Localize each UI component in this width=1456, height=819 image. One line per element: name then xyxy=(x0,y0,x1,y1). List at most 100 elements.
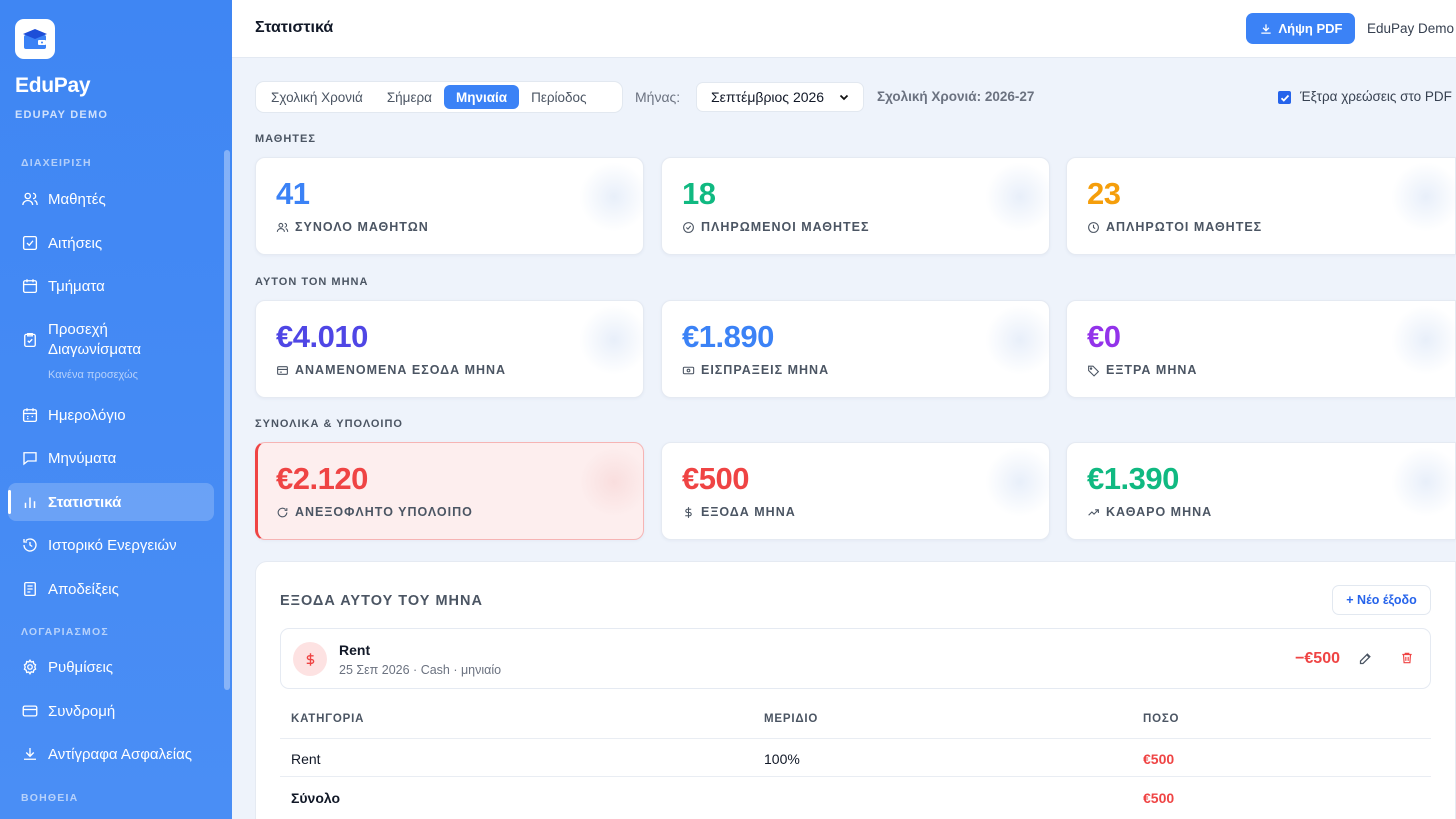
stat-card-unpaid-students: 23 ΑΠΛΗΡΩΤΟΙ ΜΑΘΗΤΕΣ xyxy=(1066,157,1456,255)
credit-card-icon xyxy=(22,705,38,717)
section-title-students: ΜΑΘΗΤΕΣ xyxy=(255,133,316,145)
table-total-label: Σύνολο xyxy=(291,790,341,806)
table-total-amount: €500 xyxy=(1143,790,1175,806)
expense-meta: 25 Σεπ 2026 · Cash · μηνιαίο xyxy=(339,663,502,677)
download-pdf-label: Λήψη PDF xyxy=(1278,21,1343,36)
sidebar-item-upcoming-exams[interactable]: Προσεχή Διαγωνίσματα xyxy=(8,320,214,364)
section-title-month: ΑΥΤΟΝ ΤΟΝ ΜΗΝΑ xyxy=(255,276,369,288)
sidebar-item-history[interactable]: Ιστορικό Ενεργειών xyxy=(8,526,214,564)
app-name: EduPay xyxy=(15,74,91,97)
stat-card-outstanding-balance: €2.120 ΑΝΕΞΟΦΛΗΤΟ ΥΠΟΛΟΙΠΟ xyxy=(255,442,644,540)
chevron-down-icon xyxy=(839,94,849,101)
tag-icon xyxy=(1088,365,1100,377)
upcoming-exams-note: Κανένα προσεχώς xyxy=(48,369,138,381)
tab-today[interactable]: Σήμερα xyxy=(386,89,432,105)
sidebar-item-backups[interactable]: Αντίγραφα Ασφαλείας xyxy=(8,735,214,773)
sidebar-item-label: Συνδρομή xyxy=(48,702,116,720)
period-tabs: Σχολική Χρονιά Σήμερα Μηνιαία Περίοδος xyxy=(255,81,623,113)
stat-label: ΕΙΣΠΡΑΞΕΙΣ ΜΗΝΑ xyxy=(701,363,830,377)
edit-expense-button[interactable] xyxy=(1358,651,1373,666)
stat-label: ΚΑΘΑΡΟ ΜΗΝΑ xyxy=(1106,505,1213,519)
sidebar-item-label: Αντίγραφα Ασφαλείας xyxy=(48,745,193,763)
month-select-value: Σεπτέμβριος 2026 xyxy=(711,89,825,105)
extra-charges-label[interactable]: Έξτρα χρεώσεις στο PDF xyxy=(1300,89,1452,104)
sidebar: EduPay EDUPAY DEMO ΔΙΑΧΕΙΡΙΣΗ Μαθητές Αι… xyxy=(0,0,232,819)
stat-label: ΑΝΕΞΟΦΛΗΤΟ ΥΠΟΛΟΙΠΟ xyxy=(295,505,473,519)
user-name[interactable]: EduPay Demo xyxy=(1367,21,1455,36)
refresh-icon xyxy=(277,507,288,517)
clipboard-icon xyxy=(24,332,36,348)
stat-label: ΕΞΤΡΑ ΜΗΝΑ xyxy=(1106,363,1198,377)
stat-value: €1.890 xyxy=(682,319,774,354)
check-circle-icon xyxy=(683,221,694,233)
sidebar-item-label: Μαθητές xyxy=(48,190,106,208)
check-icon xyxy=(1280,94,1289,102)
stat-label: ΑΝΑΜΕΝΟΜΕΝΑ ΕΣΟΔΑ ΜΗΝΑ xyxy=(295,363,507,377)
trash-icon xyxy=(1402,652,1412,664)
expense-name: Rent xyxy=(339,642,371,658)
sidebar-item-label: Αιτήσεις xyxy=(48,234,103,252)
expenses-title: ΕΞΟΔΑ ΑΥΤΟΥ ΤΟΥ ΜΗΝΑ xyxy=(280,593,483,609)
sidebar-item-subscription[interactable]: Συνδρομή xyxy=(8,692,214,730)
checklist-icon xyxy=(22,235,38,251)
stat-value: 41 xyxy=(276,176,310,211)
column-header-category: ΚΑΤΗΓΟΡΙΑ xyxy=(291,713,365,725)
account-name: EDUPAY DEMO xyxy=(15,109,109,121)
download-pdf-button[interactable]: Λήψη PDF xyxy=(1246,13,1355,44)
tab-monthly[interactable]: Μηνιαία xyxy=(443,85,520,109)
month-select[interactable]: Σεπτέμβριος 2026 xyxy=(696,82,864,112)
download-icon xyxy=(1260,23,1271,34)
sidebar-item-receipts[interactable]: Αποδείξεις xyxy=(8,570,214,608)
sidebar-item-calendar[interactable]: Ημερολόγιο xyxy=(8,396,214,434)
sidebar-item-statistics[interactable]: Στατιστικά xyxy=(8,483,214,521)
download-icon xyxy=(24,748,36,760)
message-icon xyxy=(23,452,37,466)
sidebar-item-label: Ημερολόγιο xyxy=(48,406,126,424)
extra-charges-checkbox[interactable] xyxy=(1278,91,1291,104)
stat-card-month-expenses: €500 ΕΞΟΔΑ ΜΗΝΑ xyxy=(661,442,1050,540)
stat-label: ΕΞΟΔΑ ΜΗΝΑ xyxy=(701,505,796,519)
sidebar-item-students[interactable]: Μαθητές xyxy=(8,180,214,218)
calendar-icon xyxy=(22,279,38,294)
app-logo[interactable] xyxy=(15,19,55,59)
page-title: Στατιστικά xyxy=(255,19,334,36)
sidebar-item-label: Μηνύματα xyxy=(48,449,117,467)
expenses-panel: ΕΞΟΔΑ ΑΥΤΟΥ ΤΟΥ ΜΗΝΑ + Νέο έξοδο Rent 25… xyxy=(255,561,1456,819)
stat-value: €2.120 xyxy=(276,461,368,496)
sidebar-item-applications[interactable]: Αιτήσεις xyxy=(8,224,214,262)
sidebar-item-classes[interactable]: Τμήματα xyxy=(8,267,214,305)
expense-item[interactable]: Rent 25 Σεπ 2026 · Cash · μηνιαίο −€500 xyxy=(280,628,1431,689)
stat-label: ΣΥΝΟΛΟ ΜΑΘΗΤΩΝ xyxy=(295,220,429,234)
sidebar-scrollbar[interactable] xyxy=(224,150,230,690)
table-cell-category: Rent xyxy=(291,751,321,767)
stat-value: 18 xyxy=(682,176,716,211)
stat-card-net-month: €1.390 ΚΑΘΑΡΟ ΜΗΝΑ xyxy=(1066,442,1456,540)
sidebar-item-label: Προσεχή Διαγωνίσματα xyxy=(48,321,142,358)
sidebar-item-label: Τμήματα xyxy=(48,277,105,295)
wallet-icon xyxy=(277,365,288,375)
stat-value: 23 xyxy=(1087,176,1121,211)
sidebar-item-settings[interactable]: Ρυθμίσεις xyxy=(8,648,214,686)
topbar: Στατιστικά Λήψη PDF EduPay Demo xyxy=(232,0,1456,58)
table-cell-amount: €500 xyxy=(1143,751,1175,767)
stat-value: €4.010 xyxy=(276,319,368,354)
bar-chart-icon xyxy=(24,497,36,508)
new-expense-button[interactable]: + Νέο έξοδο xyxy=(1332,585,1431,615)
delete-expense-button[interactable] xyxy=(1400,651,1414,665)
sidebar-item-label: Αποδείξεις xyxy=(48,580,119,598)
users-icon xyxy=(22,192,38,206)
school-year-info: Σχολική Χρονιά: 2026-27 xyxy=(877,89,1035,104)
calendar-grid-icon xyxy=(22,408,38,423)
expense-amount: −€500 xyxy=(1295,650,1340,667)
stat-card-total-students: 41 ΣΥΝΟΛΟ ΜΑΘΗΤΩΝ xyxy=(255,157,644,255)
stat-label: ΑΠΛΗΡΩΤΟΙ ΜΑΘΗΤΕΣ xyxy=(1106,220,1263,234)
stat-value: €500 xyxy=(682,461,749,496)
stat-card-month-collections: €1.890 ΕΙΣΠΡΑΞΕΙΣ ΜΗΝΑ xyxy=(661,300,1050,398)
tab-school-year[interactable]: Σχολική Χρονιά xyxy=(271,89,363,105)
sidebar-item-messages[interactable]: Μηνύματα xyxy=(8,439,214,477)
dollar-icon xyxy=(685,506,692,518)
stat-value: €1.390 xyxy=(1087,461,1179,496)
users-icon xyxy=(276,222,289,232)
tab-period[interactable]: Περίοδος xyxy=(531,89,587,105)
stat-card-month-extras: €0 ΕΞΤΡΑ ΜΗΝΑ xyxy=(1066,300,1456,398)
